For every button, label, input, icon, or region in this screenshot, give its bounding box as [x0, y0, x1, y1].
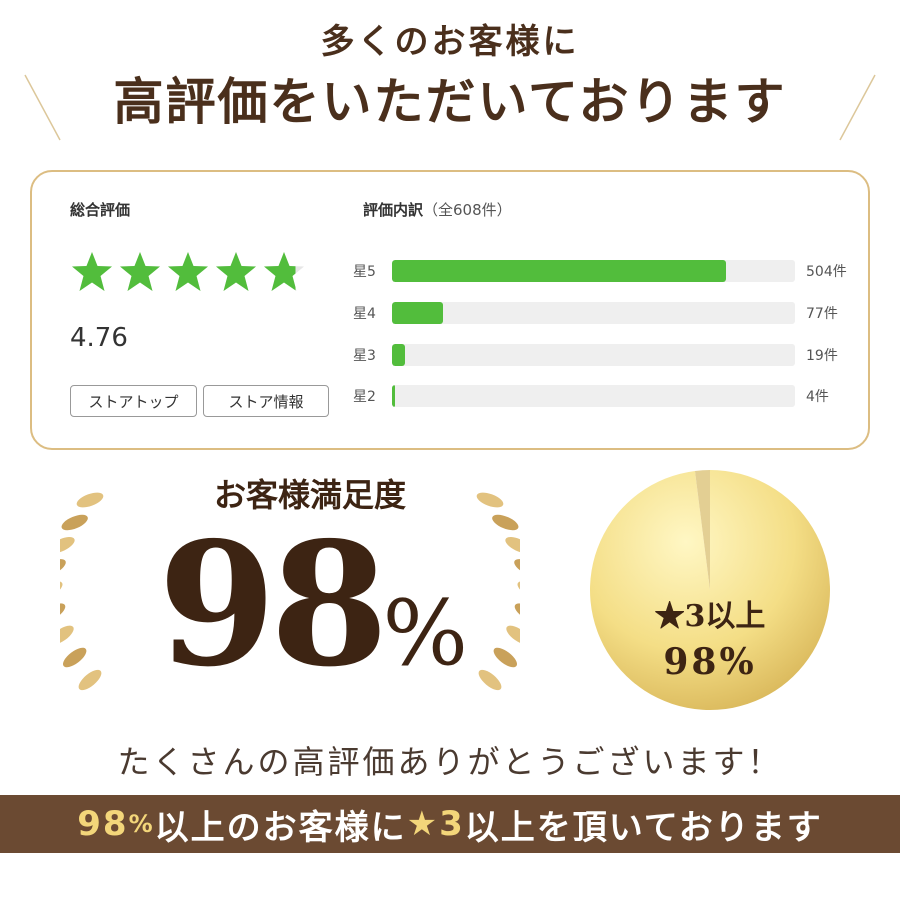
rating-score: 4.76 [70, 323, 128, 353]
breakdown-row: 星4 77件 [353, 301, 863, 325]
laurel-leaf [60, 603, 66, 622]
laurel-leaf [476, 492, 504, 508]
laurel-leaf [517, 581, 520, 599]
row-count: 19件 [806, 348, 838, 364]
laurel-leaf [61, 514, 88, 531]
row-bar-track [392, 344, 795, 366]
row-bar-fill [392, 302, 444, 324]
row-bar-track [392, 385, 795, 407]
breakdown-row: 星2 4件 [353, 384, 863, 408]
headline-line1: 多くのお客様に [320, 22, 580, 62]
breakdown-header: 評価内訳（全608件） [363, 200, 512, 220]
breakdown-row: 星3 19件 [353, 343, 863, 367]
row-bar-track [392, 302, 795, 324]
satisfaction-unit: % [382, 581, 468, 686]
laurel-leaf [60, 581, 63, 599]
satisfaction-pie [590, 470, 830, 710]
breakdown-total: （全608件） [423, 201, 512, 219]
laurel-leaf [60, 559, 66, 576]
satisfaction-value: 98% [110, 520, 510, 690]
row-label: 星2 [353, 389, 376, 405]
banner-star: ★3 [406, 804, 465, 844]
banner-pct-unit: % [128, 810, 155, 838]
laurel-leaf [478, 669, 502, 691]
breakdown-row: 星5 504件 [353, 259, 863, 283]
row-label: 星3 [353, 348, 376, 364]
headline-line2: 高評価をいただいております [113, 73, 787, 131]
laurel-leaf [505, 536, 520, 554]
star-icon [72, 252, 112, 291]
star-icon [168, 252, 208, 291]
rating-stars [70, 250, 306, 294]
satisfaction-label: お客様満足度 [213, 476, 406, 514]
overall-rating-label: 総合評価 [70, 201, 131, 219]
laurel-leaf [76, 492, 104, 508]
store-info-button[interactable]: ストア情報 [203, 385, 329, 417]
banner-pct: 98 [77, 804, 129, 844]
decor-lines [24, 74, 876, 141]
thanks-message: たくさんの高評価ありがとうございます！ [117, 743, 783, 781]
banner-text1: 以上のお客様に [154, 807, 407, 848]
row-bar-track [392, 260, 795, 282]
satisfaction-number: 98 [157, 505, 389, 705]
bottom-banner: 98% 以上のお客様に ★3 以上を頂いております [0, 795, 900, 853]
laurel-leaf [514, 603, 520, 622]
laurel-leaf [506, 625, 520, 645]
laurel-leaf [492, 514, 519, 531]
laurel-leaf [514, 559, 520, 576]
star-icon [216, 252, 256, 291]
laurel-leaf [60, 625, 74, 645]
row-count: 504件 [806, 264, 847, 280]
row-label: 星4 [353, 306, 376, 322]
star-icon [120, 252, 160, 291]
row-label: 星5 [353, 264, 376, 280]
breakdown-label: 評価内訳 [363, 201, 424, 219]
row-count: 77件 [806, 306, 838, 322]
pie-label-line1: ★3以上 [654, 599, 766, 634]
star-icon [264, 252, 304, 291]
laurel-leaf [60, 536, 75, 554]
laurel-leaf [493, 647, 517, 668]
store-top-button[interactable]: ストアトップ [70, 385, 197, 417]
laurel-leaf [63, 647, 87, 668]
banner-text2: 以上を頂いております [464, 807, 823, 848]
pie-label-line2: 98% [663, 641, 757, 683]
laurel-wreath [60, 492, 520, 691]
laurel-leaf [78, 669, 102, 691]
row-bar-fill [392, 344, 405, 366]
pie-slice [694, 470, 710, 590]
row-bar-fill [392, 260, 727, 282]
row-count: 4件 [806, 389, 829, 405]
row-bar-fill [392, 385, 395, 407]
